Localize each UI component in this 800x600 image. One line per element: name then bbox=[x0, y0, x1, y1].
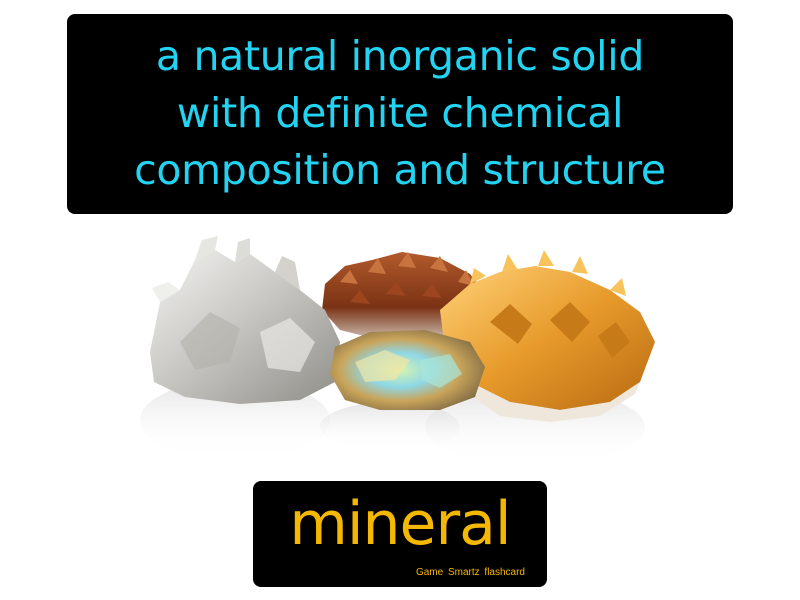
mineral-specimens-illustration bbox=[140, 236, 655, 465]
clear-quartz-crystal bbox=[150, 236, 340, 404]
definition-box: a natural inorganic solid with definite … bbox=[67, 14, 733, 214]
brand-label: Game Smartz flashcard bbox=[415, 567, 525, 578]
citrine-crystal bbox=[440, 250, 655, 422]
definition-line-3: composition and structure bbox=[134, 146, 666, 194]
term-box: mineral Game Smartz flashcard bbox=[253, 481, 547, 587]
definition-line-1: a natural inorganic solid bbox=[155, 32, 645, 80]
definition-line-2: with definite chemical bbox=[176, 89, 624, 137]
term-word: mineral bbox=[289, 489, 511, 559]
opal-reflection bbox=[320, 402, 460, 452]
opal-stone bbox=[330, 330, 485, 410]
